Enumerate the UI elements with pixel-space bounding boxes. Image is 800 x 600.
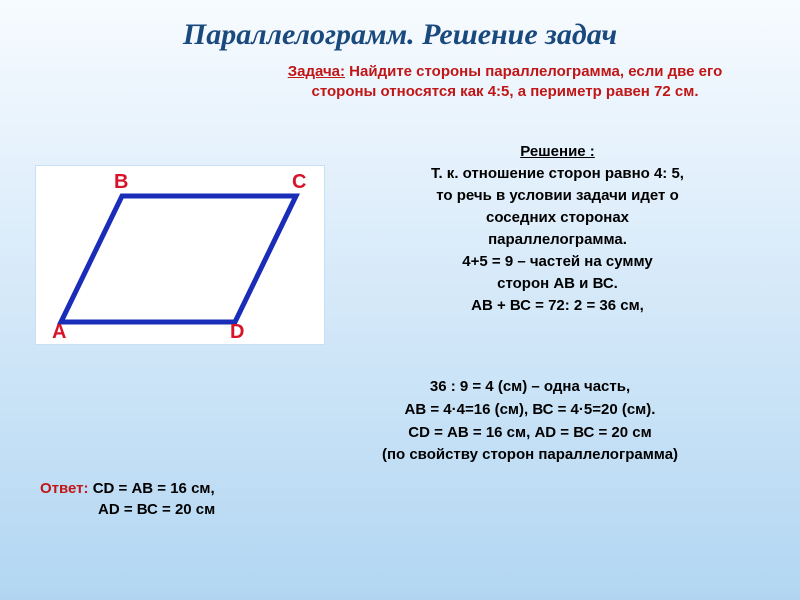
answer-block: Ответ: СD = АВ = 16 см, АD = ВС = 20 см: [40, 478, 215, 520]
solution-line: (по свойству сторон параллелограмма): [300, 444, 760, 466]
solution-block-2: 36 : 9 = 4 (см) – одна часть, АВ = 4·4=1…: [300, 375, 760, 467]
solution-line: сторон АВ и ВС.: [345, 273, 770, 294]
answer-line-2: АD = ВС = 20 см: [40, 499, 215, 520]
parallelogram-shape: [61, 196, 296, 322]
slide: Параллелограмм. Решение задач Задача: На…: [0, 0, 800, 600]
solution-line: АВ = 4·4=16 (см), ВС = 4·5=20 (см).: [300, 399, 760, 421]
problem-text: Найдите стороны параллелограмма, если дв…: [312, 63, 723, 100]
solution-line: 36 : 9 = 4 (см) – одна часть,: [300, 376, 760, 398]
solution-line: Т. к. отношение сторон равно 4: 5,: [345, 163, 770, 184]
answer-label: Ответ:: [40, 480, 89, 497]
problem-statement: Задача: Найдите стороны параллелограмма,…: [260, 62, 750, 103]
vertex-c-label: C: [292, 171, 306, 193]
problem-label: Задача:: [288, 63, 345, 80]
solution-line: СD = АВ = 16 см, АD = ВС = 20 см: [300, 422, 760, 444]
solution-line: 4+5 = 9 – частей на сумму: [345, 251, 770, 272]
answer-line-1: СD = АВ = 16 см,: [89, 480, 215, 497]
solution-line: то речь в условии задачи идет о: [345, 185, 770, 206]
diagram-parallelogram: A B C D: [35, 165, 325, 345]
vertex-a-label: A: [52, 321, 66, 343]
vertex-b-label: B: [114, 171, 128, 193]
solution-block-1: Решение : Т. к. отношение сторон равно 4…: [345, 140, 770, 317]
solution-line: АВ + ВС = 72: 2 = 36 см,: [345, 295, 770, 316]
solution-label: Решение :: [520, 143, 595, 160]
solution-line: соседних сторонах: [345, 207, 770, 228]
vertex-d-label: D: [230, 321, 244, 343]
solution-line: параллелограмма.: [345, 229, 770, 250]
slide-title: Параллелограмм. Решение задач: [0, 18, 800, 52]
diagram-svg: A B C D: [36, 166, 326, 346]
